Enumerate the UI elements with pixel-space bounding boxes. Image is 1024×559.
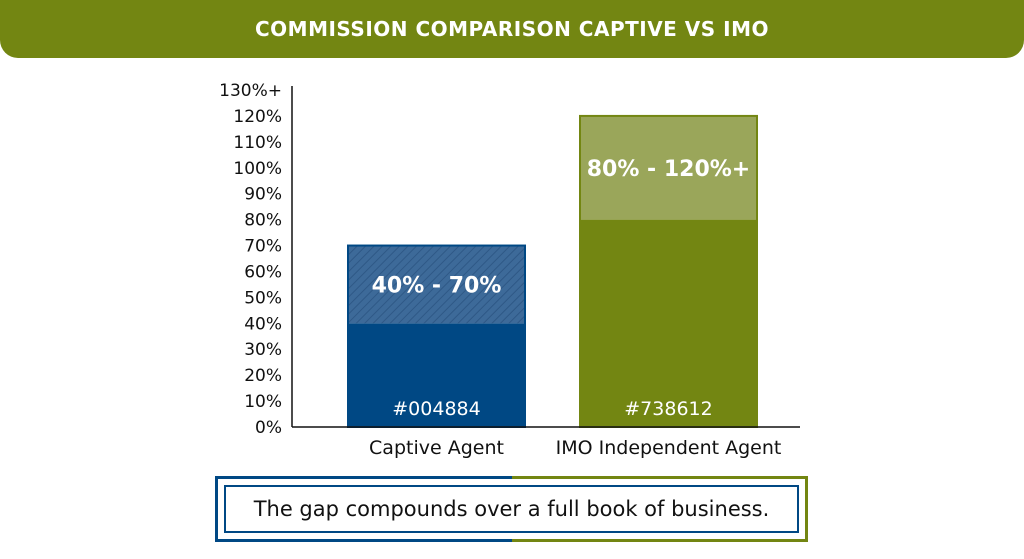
bar-range-label: 40% - 70%: [372, 273, 502, 298]
commission-bar-chart: 0% 10% 20% 30% 40% 50% 60% 70% 80% 90% 100% 110% 120…: [219, 81, 800, 459]
callout-text: The gap compounds over a full book of bu…: [253, 497, 770, 521]
callout-border-right: [512, 476, 808, 542]
callout-inner-frame: The gap compounds over a full book of bu…: [224, 485, 799, 533]
callout-box: The gap compounds over a full book of bu…: [215, 476, 808, 542]
x-category-label: IMO Independent Agent: [556, 437, 782, 459]
bar-range: [348, 245, 525, 324]
header-banner: COMMISSION COMPARISON CAPTIVE VS IMO: [0, 0, 1024, 58]
bar-base: [348, 323, 525, 427]
y-tick-label: 20%: [244, 366, 282, 386]
callout-border-left: [215, 476, 512, 542]
y-tick-label: 110%: [233, 133, 282, 153]
x-category-label: Captive Agent: [369, 437, 504, 459]
bar-range-label: 80% - 120%+: [587, 157, 751, 182]
bar-range: [580, 115, 757, 220]
y-tick-label: 0%: [255, 418, 282, 438]
y-tick-label: 90%: [244, 185, 282, 205]
chart-title: COMMISSION COMPARISON CAPTIVE VS IMO: [254, 17, 769, 41]
y-tick-label: 130%+: [219, 81, 282, 101]
bar-color-label: #004884: [392, 398, 480, 420]
y-tick-label: 50%: [244, 288, 282, 308]
y-tick-label: 70%: [244, 237, 282, 257]
y-tick-label: 60%: [244, 262, 282, 282]
y-tick-label: 10%: [244, 392, 282, 412]
y-tick-label: 80%: [244, 211, 282, 231]
y-tick-label: 40%: [244, 314, 282, 334]
y-tick-label: 30%: [244, 340, 282, 360]
y-tick-label: 100%: [233, 159, 282, 179]
bar-base: [580, 219, 757, 427]
bar-color-label: #738612: [624, 398, 712, 420]
y-tick-label: 120%: [233, 107, 282, 127]
